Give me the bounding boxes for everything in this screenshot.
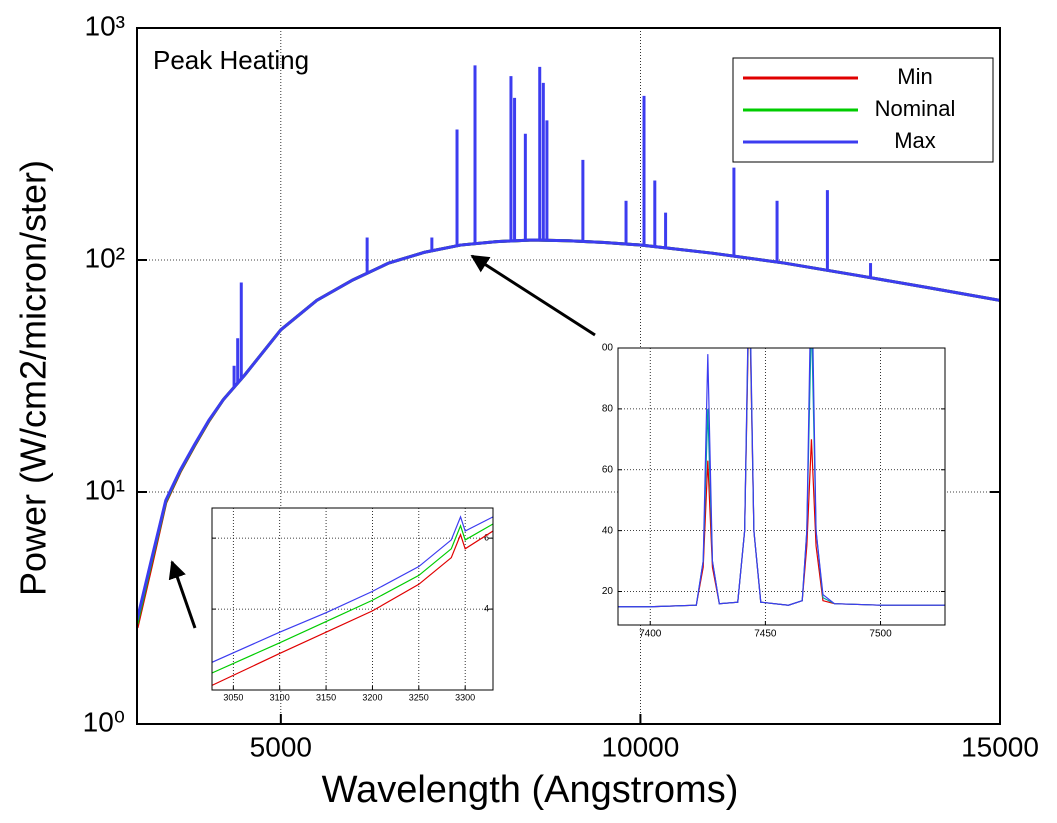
x-axis-title: Wavelength (Angstroms)	[322, 769, 739, 811]
y-tick-label: 20	[602, 586, 614, 597]
x-tick-label: 3050	[223, 692, 243, 702]
y-tick-label: 00	[602, 343, 614, 354]
arrow	[168, 560, 197, 629]
y-tick-label: 10²	[85, 242, 125, 273]
data-line	[137, 238, 1000, 621]
y-axis-title: Power (W/cm2/micron/ster)	[13, 160, 54, 596]
data-line	[212, 523, 493, 674]
plot-area	[618, 348, 945, 608]
x-tick-label: 3150	[316, 692, 336, 702]
y-tick-label: 60	[602, 464, 614, 475]
y-tick-label: 10⁰	[83, 706, 125, 737]
data-line	[212, 515, 493, 663]
x-tick-label: 7400	[639, 629, 662, 640]
legend-label: Max	[894, 128, 936, 153]
plot: 3050 3100 3150 3200 3250 3300 4 6	[211, 507, 494, 702]
legend-label: Nominal	[875, 96, 956, 121]
x-tick-label: 15000	[961, 732, 1039, 763]
y-tick-label: 40	[602, 525, 614, 536]
x-tick-label: 3200	[362, 692, 382, 702]
legend: Min Nominal Max	[732, 57, 994, 163]
x-tick-label: 7450	[754, 629, 777, 640]
data-line	[212, 530, 493, 686]
y-tick-label: 10³	[85, 10, 125, 41]
x-tick-label: 3250	[409, 692, 429, 702]
plot-frame	[136, 27, 1001, 725]
x-tick-label: 5000	[250, 732, 312, 763]
plot-frame	[617, 347, 946, 626]
y-tick-label: 10¹	[85, 474, 125, 505]
y-tick-label: 4	[484, 603, 489, 613]
x-tick-label: 3100	[270, 692, 290, 702]
y-tick-label: 80	[602, 404, 614, 415]
x-tick-label: 7500	[869, 629, 892, 640]
plot-area	[137, 65, 1000, 629]
legend-label: Min	[897, 64, 932, 89]
arrow	[470, 254, 596, 337]
x-tick-label: 3300	[455, 692, 475, 702]
x-tick-label: 10000	[601, 732, 679, 763]
plot: 7400 7450 7500 20 40 60 80 00	[602, 343, 946, 640]
inset-background	[618, 348, 945, 625]
inset-background	[212, 508, 493, 690]
data-line	[618, 348, 945, 608]
plot-frame	[211, 507, 494, 691]
chart-title: Peak Heating	[153, 45, 309, 75]
y-tick-label: 6	[484, 533, 489, 543]
plot-area	[212, 515, 493, 686]
